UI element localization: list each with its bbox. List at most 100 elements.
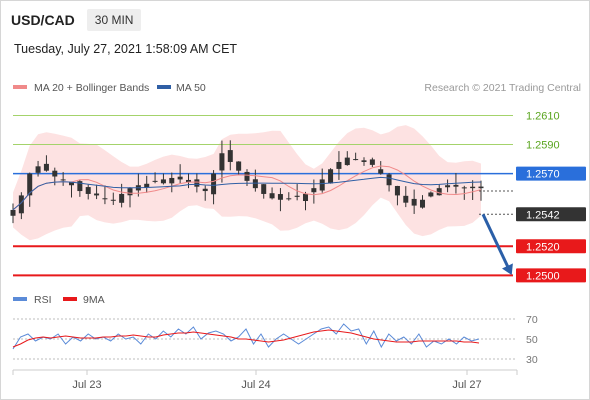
candle-body (478, 186, 484, 189)
candle-body (227, 150, 233, 162)
forecast-arrow (481, 213, 513, 275)
candle-body (18, 195, 24, 214)
candle-body (378, 169, 384, 174)
candle-body (77, 181, 83, 192)
candle-body (353, 159, 359, 161)
timestamp: Tuesday, July 27, 2021 1:58:09 AM CET (14, 42, 238, 56)
x-axis: Jul 23 Jul 24 Jul 27 (12, 370, 518, 391)
level-lines (13, 114, 513, 277)
copyright-label: Research © 2021 Trading Central (424, 82, 581, 94)
candle-body (68, 182, 75, 186)
candle-body (319, 179, 325, 191)
candle-body (152, 180, 158, 182)
candle-body (436, 188, 442, 196)
x-tick-label: Jul 23 (72, 379, 101, 391)
level-label-pivot: 1.2570 (526, 169, 560, 181)
candle-body (336, 161, 342, 169)
candle-body (294, 195, 300, 197)
ma50-line (12, 176, 482, 211)
candle-body (244, 171, 250, 181)
candle-body (302, 193, 309, 202)
candle-body (10, 209, 16, 216)
rsi-ma-line (12, 329, 480, 348)
candle-body (344, 157, 350, 166)
candle-body (236, 161, 242, 171)
candle-body (160, 179, 166, 184)
candle-body (52, 170, 58, 177)
candles (10, 140, 484, 224)
candle-body (177, 176, 183, 180)
candle-body (211, 173, 217, 195)
candle-body (453, 184, 459, 187)
symbol-label: USD/CAD (11, 12, 75, 28)
candle-body (35, 166, 41, 173)
candle-body (27, 173, 33, 196)
candle-body (194, 179, 200, 187)
level-label-box (516, 268, 586, 283)
candle-body (85, 187, 91, 194)
candle-body (60, 179, 66, 181)
candle-body (119, 193, 125, 203)
ma20-legend-label: MA 20 + Bollinger Bands (34, 82, 149, 94)
level-label-last: 1.2542 (526, 209, 560, 221)
candle-body (445, 185, 451, 188)
candle-body (261, 184, 267, 194)
level-label-box (516, 207, 586, 222)
rsi-line (12, 323, 480, 350)
candle-body (470, 186, 476, 189)
chart-header: USD/CAD 30 MIN (11, 8, 142, 32)
rsi-legend-label: RSI (34, 294, 52, 306)
x-tick-label: Jul 27 (452, 379, 481, 391)
interval-button[interactable]: 30 MIN (86, 9, 142, 31)
candle-body (269, 193, 275, 199)
candle-body (286, 198, 292, 200)
candle-body (328, 169, 334, 184)
rsi-tick-label: 30 (526, 354, 538, 366)
candle-body (169, 177, 175, 184)
candle-body (127, 188, 133, 196)
rsi-tick-label: 50 (526, 334, 538, 346)
candle-body (202, 188, 208, 192)
rsi-legend-swatch (13, 297, 27, 301)
rsi-ma-legend-swatch (63, 297, 77, 301)
candle-body (428, 192, 434, 197)
moving-averages (12, 165, 482, 211)
level-label-box (516, 166, 586, 181)
level-label-resistance: 1.2590 (526, 140, 560, 152)
candle-body (43, 163, 49, 171)
candle-body (361, 160, 367, 162)
level-label-resistance: 1.2610 (526, 110, 560, 122)
rsi-ma-legend-label: 9MA (83, 294, 105, 306)
level-labels: 1.2610 1.2590 1.2570 1.2542 1.2520 1.2500 (516, 110, 586, 283)
forecast-arrow-head (502, 263, 513, 275)
ma20-line (12, 165, 482, 211)
candle-body (102, 198, 108, 200)
candle-body (419, 199, 426, 208)
candle-body (411, 198, 417, 206)
candle-body (94, 193, 100, 196)
level-label-support: 1.2520 (526, 241, 560, 253)
level-label-box (516, 239, 586, 254)
candle-body (252, 179, 258, 189)
candle-body (185, 179, 192, 183)
rsi-tick-label: 70 (526, 314, 538, 326)
x-tick-label: Jul 24 (241, 379, 270, 391)
candle-body (369, 159, 375, 165)
candle-body (386, 174, 392, 186)
ma20-legend-swatch (13, 85, 27, 89)
ma50-legend-label: MA 50 (176, 82, 206, 94)
candle-body (277, 194, 283, 200)
candle-body (144, 183, 150, 188)
rsi-lines (12, 323, 480, 350)
ma50-legend-swatch (157, 85, 171, 89)
candle-body (394, 185, 400, 196)
candle-body (403, 195, 409, 203)
candle-body (461, 187, 467, 189)
candle-body (219, 153, 225, 171)
forecast-arrow-shaft (481, 213, 512, 273)
candle-body (311, 188, 317, 193)
level-label-support: 1.2500 (526, 270, 560, 282)
candle-body (110, 199, 116, 201)
